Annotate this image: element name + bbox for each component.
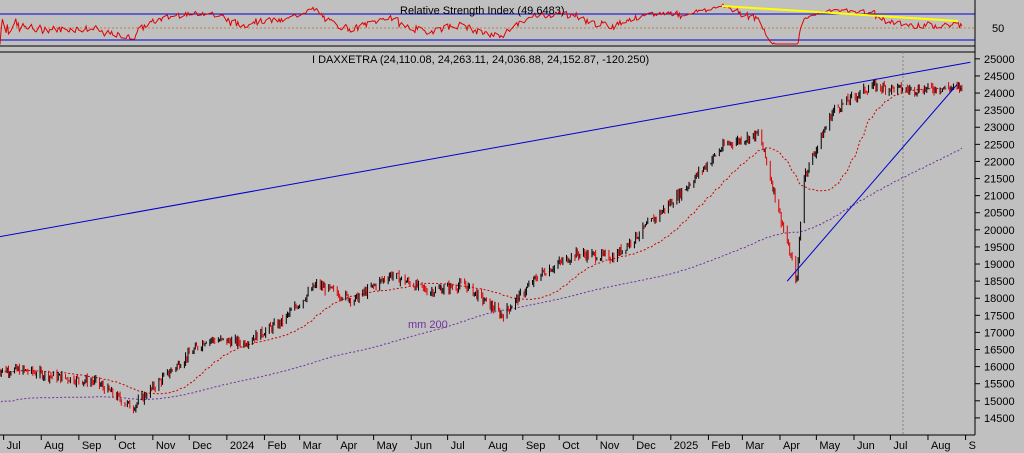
x-tick-label: Apr [340,440,357,452]
y-tick-label: 17000 [984,327,1015,339]
y-tick-label: 16500 [984,345,1015,357]
y-tick-label: 22500 [984,139,1015,151]
x-tick-label: Dec [192,440,212,452]
x-tick-label: Aug [931,440,951,452]
y-tick-label: 15000 [984,396,1015,408]
x-axis: Jul Aug Sep Oct Nov Dec 2024 Feb Mar Apr May Jun Jul… [3,435,976,452]
candles [0,78,963,414]
y-axis: 14500 15000 15500 16000 16500 17000 17500 18000… [975,54,1015,425]
x-tick-label: Feb [267,440,286,452]
y-tick-label: 18500 [984,276,1015,288]
x-tick-label: Jul [7,440,21,452]
y-tick-label: 18000 [984,293,1015,305]
y-tick-label: 19500 [984,242,1015,254]
ma-200-line [0,147,963,403]
y-tick-label: 24000 [984,88,1015,100]
trendline [786,84,958,282]
x-tick-label: Aug [488,440,508,452]
ma-200-annotation: mm 200 [408,319,448,331]
y-tick-label: 22000 [984,156,1015,168]
y-tick-label: 14500 [984,413,1015,425]
price-title: I DAXXETRA (24,110.08, 24,263.11, 24,036… [312,54,649,66]
x-tick-label: Sep [82,440,102,452]
y-tick-label: 21000 [984,191,1015,203]
y-tick-label: 20000 [984,225,1015,237]
rsi-line [0,3,963,45]
rsi-tick-50: 50 [992,23,1004,35]
rsi-trendline [721,5,959,22]
trendlines [0,61,971,282]
y-tick-label: 25000 [984,54,1015,66]
x-tick-label: May [819,440,840,452]
y-tick-label: 15500 [984,379,1015,391]
ma-short-line [0,88,962,395]
y-tick-label: 23500 [984,105,1015,117]
y-tick-label: 16000 [984,362,1015,374]
x-tick-label: Jun [857,440,875,452]
y-tick-label: 20500 [984,208,1015,220]
x-tick-label: Nov [156,440,176,452]
y-tick-label: 21500 [984,174,1015,186]
y-tick-label: 24500 [984,71,1015,83]
y-tick-label: 23000 [984,122,1015,134]
x-tick-label: Jul [893,440,907,452]
x-tick-label: Feb [711,440,730,452]
x-tick-label: Nov [600,440,620,452]
y-tick-label: 17500 [984,310,1015,322]
x-tick-label: 2024 [230,440,254,452]
y-tick-label: 19000 [984,259,1015,271]
rsi-title: Relative Strength Index (49.6483) [400,5,565,17]
x-tick-label: 2025 [674,440,698,452]
x-tick-label: Sep [526,440,546,452]
x-tick-label: Mar [745,440,764,452]
x-tick-label: S [969,440,976,452]
x-tick-label: May [377,440,398,452]
x-tick-label: Aug [44,440,64,452]
x-tick-label: Apr [783,440,800,452]
x-tick-label: Oct [562,440,579,452]
rsi-panel: Relative Strength Index (49.6483) 50 [0,3,1004,45]
x-tick-label: Dec [636,440,656,452]
price-panel: I DAXXETRA (24,110.08, 24,263.11, 24,036… [0,52,1015,452]
x-tick-label: Jun [414,440,432,452]
x-tick-label: Jul [451,440,465,452]
trendline [0,61,971,238]
x-tick-label: Mar [303,440,322,452]
x-tick-label: Oct [118,440,135,452]
